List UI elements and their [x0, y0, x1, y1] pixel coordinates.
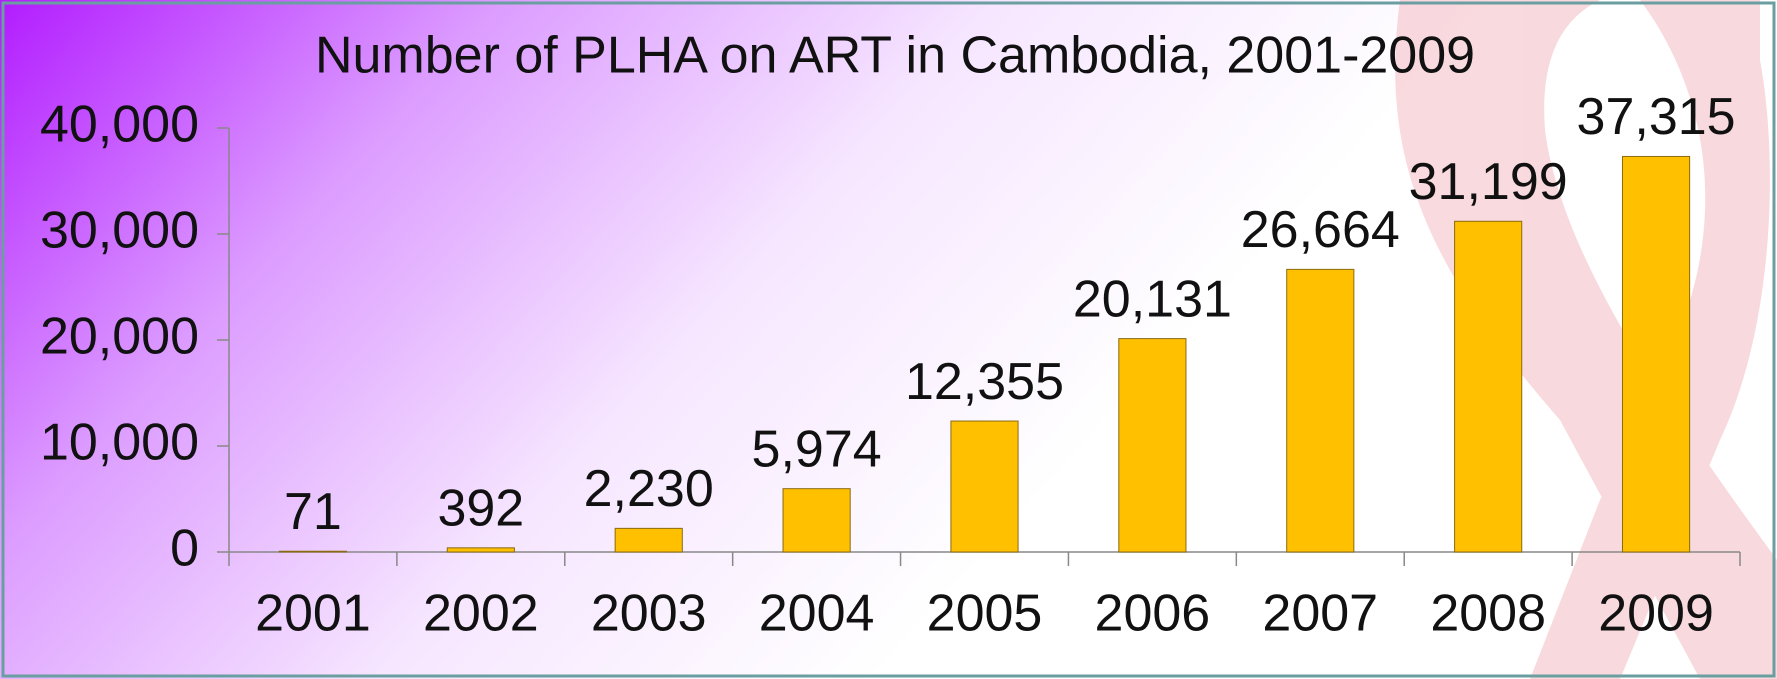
value-label: 12,355 [905, 353, 1064, 411]
x-tick-label: 2003 [591, 585, 707, 643]
x-tick-label: 2006 [1095, 585, 1211, 643]
value-label: 5,974 [752, 420, 882, 478]
value-label: 26,664 [1241, 201, 1400, 259]
y-tick-label: 40,000 [40, 96, 199, 154]
x-tick-label: 2004 [759, 585, 875, 643]
bar [278, 550, 348, 553]
y-tick-label: 10,000 [40, 414, 199, 472]
x-tick-label: 2007 [1262, 585, 1378, 643]
x-tick-label: 2001 [255, 585, 371, 643]
value-label: 71 [284, 483, 342, 541]
bar [446, 547, 515, 553]
bar [1621, 155, 1691, 553]
x-tick-label: 2005 [927, 585, 1043, 643]
chart-title: Number of PLHA on ART in Cambodia, 2001-… [315, 27, 1475, 85]
value-label: 2,230 [584, 460, 714, 518]
bar [1118, 338, 1187, 553]
x-tick-label: 2002 [423, 585, 539, 643]
y-tick-label: 0 [170, 520, 199, 578]
bar [1454, 220, 1523, 553]
bar [1286, 268, 1355, 553]
value-label: 37,315 [1577, 88, 1736, 146]
y-tick-label: 30,000 [40, 202, 199, 260]
value-label: 392 [437, 480, 524, 538]
x-tick-label: 2008 [1430, 585, 1546, 643]
bar [782, 488, 851, 553]
bar [614, 527, 683, 553]
bar [950, 420, 1019, 553]
y-tick-label: 20,000 [40, 308, 199, 366]
x-tick-label: 2009 [1598, 585, 1714, 643]
value-label: 31,199 [1409, 153, 1568, 211]
value-label: 20,131 [1073, 270, 1232, 328]
